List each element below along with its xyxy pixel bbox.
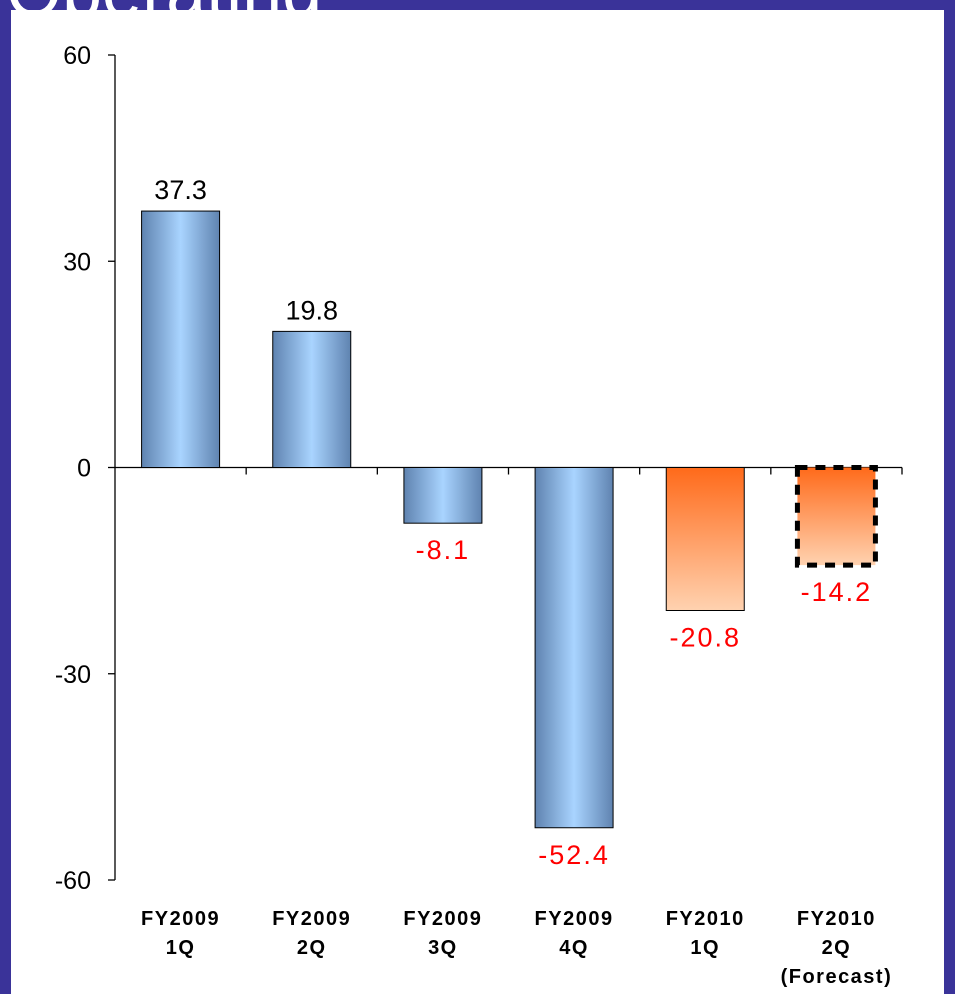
x-tick-label: FY2009 — [272, 908, 351, 930]
chart-bars — [141, 210, 878, 829]
bar-forecast — [794, 465, 878, 568]
x-tick-label: FY2009 — [141, 908, 220, 930]
x-tick-label: FY2009 — [403, 908, 482, 930]
x-tick-label: (Forecast) — [781, 966, 893, 988]
data-label: 37.3 — [154, 175, 207, 205]
x-tick-label: 1Q — [690, 937, 720, 959]
data-label: -20.8 — [669, 623, 741, 653]
y-tick-label: 60 — [63, 42, 91, 70]
x-tick-label: 2Q — [822, 937, 852, 959]
y-tick-label: 0 — [77, 455, 91, 483]
bar — [141, 210, 221, 468]
y-tick-label: 30 — [63, 248, 91, 276]
x-tick-label: 1Q — [166, 937, 196, 959]
x-tick-label: FY2009 — [535, 908, 614, 930]
y-tick-label: -60 — [55, 867, 91, 895]
x-tick-label: 4Q — [559, 937, 589, 959]
chart-labels: 37.3 FY2009 1Q 19.8 FY2009 2Q -8.1 FY2009 3Q -52.… — [141, 175, 893, 988]
x-tick-label: FY2010 — [797, 908, 876, 930]
bar — [534, 467, 614, 829]
data-label: -14.2 — [801, 577, 873, 607]
bar — [665, 467, 745, 611]
data-label: -52.4 — [538, 840, 610, 870]
x-tick-label: 3Q — [428, 937, 458, 959]
x-tick-label: 2Q — [297, 937, 327, 959]
y-tick-label: -30 — [55, 661, 91, 689]
bar — [272, 330, 352, 468]
chart-axes: 60 30 0 -30 -60 — [55, 42, 903, 895]
bar — [403, 467, 483, 524]
data-label: 19.8 — [285, 295, 338, 325]
x-tick-label: FY2010 — [666, 908, 745, 930]
data-label: -8.1 — [416, 535, 471, 565]
